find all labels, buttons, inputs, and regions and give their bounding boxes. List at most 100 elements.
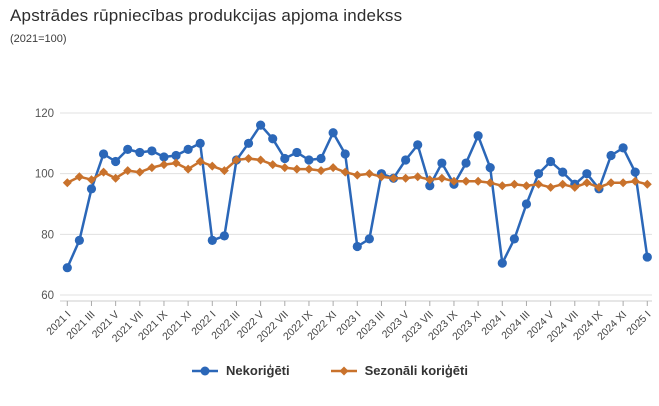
data-point-marker: [413, 140, 423, 150]
data-point-marker: [425, 175, 435, 185]
data-point-marker: [183, 164, 193, 174]
data-point-marker: [159, 160, 169, 170]
data-point-marker: [135, 167, 145, 177]
data-point-marker: [558, 167, 568, 177]
data-point-marker: [364, 169, 374, 179]
data-point-marker: [98, 149, 109, 159]
data-point-marker: [376, 172, 386, 182]
data-point-marker: [461, 176, 471, 186]
data-point-marker: [207, 235, 217, 246]
data-point-marker: [533, 169, 544, 179]
data-point-marker: [437, 173, 447, 183]
data-point-marker: [546, 156, 556, 167]
data-point-marker: [473, 176, 483, 186]
data-point-marker: [74, 235, 84, 246]
data-point-marker: [401, 173, 411, 183]
data-point-marker: [606, 178, 616, 188]
legend-label: Nekoriģēti: [226, 363, 290, 378]
data-point-marker: [461, 158, 471, 168]
data-point-marker: [171, 150, 181, 161]
data-point-marker: [534, 179, 544, 189]
legend-item-0[interactable]: Nekoriģēti: [191, 363, 290, 378]
chart-area: 60 80 100 120 2021 I 2021 III 2021 V 2021 VII 20…: [0, 95, 659, 357]
data-point-marker: [268, 160, 278, 170]
data-point-marker: [159, 152, 169, 162]
chart-legend: Nekoriģēti Sezonāli koriģēti: [0, 363, 659, 378]
data-point-marker: [123, 144, 133, 155]
data-point-marker: [316, 153, 326, 164]
data-point-marker: [340, 149, 350, 159]
data-point-marker: [497, 181, 507, 191]
data-point-marker: [546, 182, 556, 192]
data-point-marker: [292, 164, 302, 174]
data-point-marker: [352, 241, 362, 252]
data-point-marker: [389, 173, 399, 183]
data-point-marker: [280, 153, 290, 164]
data-point-marker: [558, 179, 568, 189]
data-point-marker: [280, 163, 290, 173]
legend-marker-circle-icon: [192, 366, 219, 375]
chart-header: Apstrādes rūpniecības produkcijas apjoma…: [10, 6, 650, 45]
data-point-marker: [304, 164, 314, 174]
data-point-marker: [123, 166, 133, 176]
data-point-marker: [74, 172, 84, 182]
data-point-marker: [509, 179, 519, 189]
data-point-marker: [86, 184, 97, 194]
chart-subtitle: (2021=100): [10, 33, 67, 45]
data-point-marker: [437, 158, 447, 168]
data-point-marker: [606, 150, 616, 161]
y-tick-label: 60: [41, 290, 54, 302]
data-point-marker: [147, 163, 157, 173]
data-point-marker: [340, 167, 350, 177]
data-point-marker: [521, 199, 532, 209]
y-tick-label: 100: [35, 169, 54, 181]
data-point-marker: [183, 144, 193, 155]
data-point-marker: [244, 154, 254, 164]
y-tick-label: 80: [41, 229, 54, 241]
data-point-marker: [111, 156, 121, 167]
data-point-marker: [219, 231, 229, 241]
data-point-marker: [582, 178, 592, 188]
data-point-marker: [521, 181, 531, 191]
data-point-marker: [364, 234, 374, 244]
data-point-marker: [219, 166, 229, 176]
data-point-marker: [630, 167, 640, 177]
data-point-marker: [304, 155, 314, 165]
data-point-marker: [62, 178, 72, 188]
data-point-marker: [570, 182, 580, 192]
data-point-marker: [171, 158, 181, 168]
data-point-marker: [485, 163, 495, 173]
data-point-marker: [147, 146, 157, 156]
data-point-marker: [449, 176, 459, 186]
data-point-marker: [195, 138, 205, 148]
data-point-marker: [582, 169, 592, 179]
legend-label: Sezonāli koriģēti: [364, 363, 468, 378]
data-point-marker: [207, 161, 217, 171]
data-point-marker: [328, 163, 338, 173]
data-point-marker: [642, 252, 652, 262]
data-point-marker: [594, 182, 604, 192]
data-point-marker: [195, 157, 205, 167]
data-point-marker: [111, 173, 121, 183]
data-point-marker: [509, 234, 519, 244]
data-point-marker: [62, 263, 72, 273]
data-point-marker: [231, 155, 241, 165]
data-point-marker: [292, 147, 302, 158]
data-point-marker: [328, 128, 338, 138]
legend-marker-diamond-icon: [330, 366, 357, 375]
data-point-marker: [86, 175, 96, 185]
data-point-marker: [630, 176, 640, 186]
data-point-marker: [618, 143, 628, 153]
data-point-marker: [425, 181, 435, 191]
data-point-marker: [485, 178, 495, 188]
data-point-marker: [135, 147, 145, 158]
data-point-marker: [473, 131, 483, 141]
x-tick-label: 2025 I: [624, 309, 653, 338]
data-point-marker: [401, 155, 411, 165]
legend-item-1[interactable]: Sezonāli koriģēti: [330, 363, 468, 378]
data-point-marker: [413, 172, 423, 182]
data-point-marker: [642, 179, 652, 189]
data-point-marker: [99, 167, 109, 177]
